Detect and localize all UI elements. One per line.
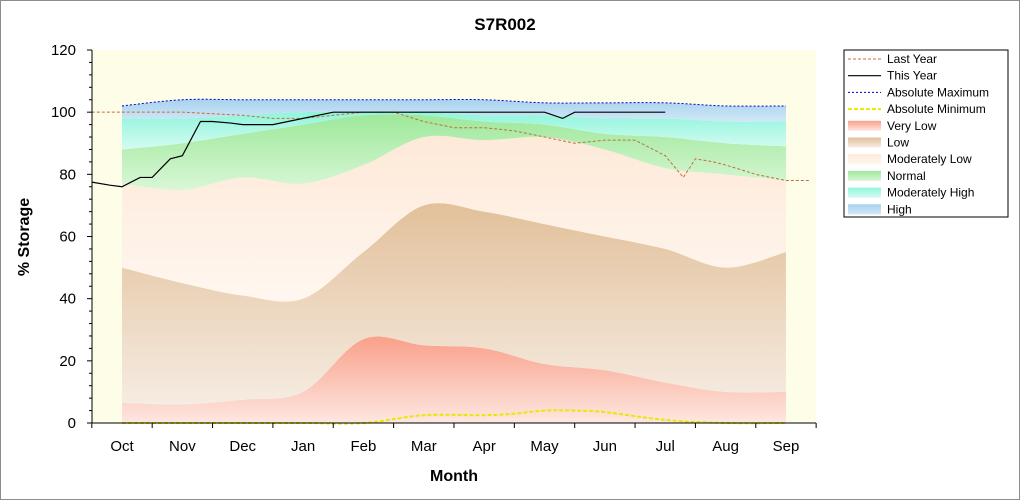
legend-label-normal: Normal — [887, 169, 926, 183]
x-tick-label: Jan — [291, 438, 315, 455]
legend-marker-low — [848, 137, 881, 148]
x-tick-label: Oct — [110, 438, 134, 455]
y-tick-label: 60 — [59, 229, 76, 246]
legend-label-this-year: This Year — [887, 69, 937, 83]
y-tick-label: 0 — [68, 415, 76, 432]
legend-marker-very-low — [848, 120, 881, 131]
band-very-low — [122, 336, 786, 423]
chart-title: S7R002 — [474, 15, 535, 34]
x-tick-label: Feb — [351, 438, 377, 455]
band-low — [122, 203, 786, 405]
axes: 0 20 40 60 80 100 120 Oct Nov Dec Jan Feb Mar Apr May J… — [51, 42, 817, 455]
x-tick-label: Nov — [169, 438, 196, 455]
series-this-year — [91, 111, 666, 188]
x-axis-title: Month — [430, 468, 478, 485]
y-tick-label: 120 — [51, 42, 76, 59]
y-tick-label: 20 — [59, 353, 76, 370]
legend-label-absolute-minimum: Absolute Minimum — [887, 102, 986, 116]
x-tick-label: Mar — [411, 438, 437, 455]
y-tick-label: 40 — [59, 291, 76, 308]
x-tick-label: Aug — [712, 438, 739, 455]
legend-marker-normal — [848, 170, 881, 181]
x-tick-label: Dec — [229, 438, 256, 455]
y-tick-label: 100 — [51, 104, 76, 121]
plot-area — [91, 50, 816, 425]
legend-label-last-year: Last Year — [887, 52, 937, 66]
legend-marker-moderately-high — [848, 187, 881, 198]
x-tick-label: Apr — [472, 438, 495, 455]
x-tick-label: Jun — [593, 438, 617, 455]
series-last-year — [91, 111, 811, 182]
legend-label-high: High — [887, 202, 912, 216]
x-tick-label: Jul — [656, 438, 675, 455]
legend-label-absolute-maximum: Absolute Maximum — [887, 85, 989, 99]
legend: Last Year This Year Absolute Maximum Absolu… — [843, 49, 1009, 218]
series-absolute-minimum — [122, 409, 786, 425]
y-axis-title: % Storage — [16, 198, 33, 276]
legend-marker-high — [848, 204, 881, 215]
series-absolute-maximum — [121, 98, 786, 107]
band-normal — [122, 114, 786, 190]
legend-label-moderately-high: Moderately High — [887, 186, 974, 200]
y-tick-label: 80 — [59, 166, 76, 183]
x-tick-label: Sep — [773, 438, 800, 455]
legend-label-very-low: Very Low — [887, 119, 937, 133]
band-moderately-low — [122, 135, 786, 302]
legend-marker-moderately-low — [848, 154, 881, 165]
band-high — [122, 99, 786, 122]
legend-label-low: Low — [887, 136, 909, 150]
x-tick-label: May — [530, 438, 559, 455]
legend-label-moderately-low: Moderately Low — [887, 152, 972, 166]
